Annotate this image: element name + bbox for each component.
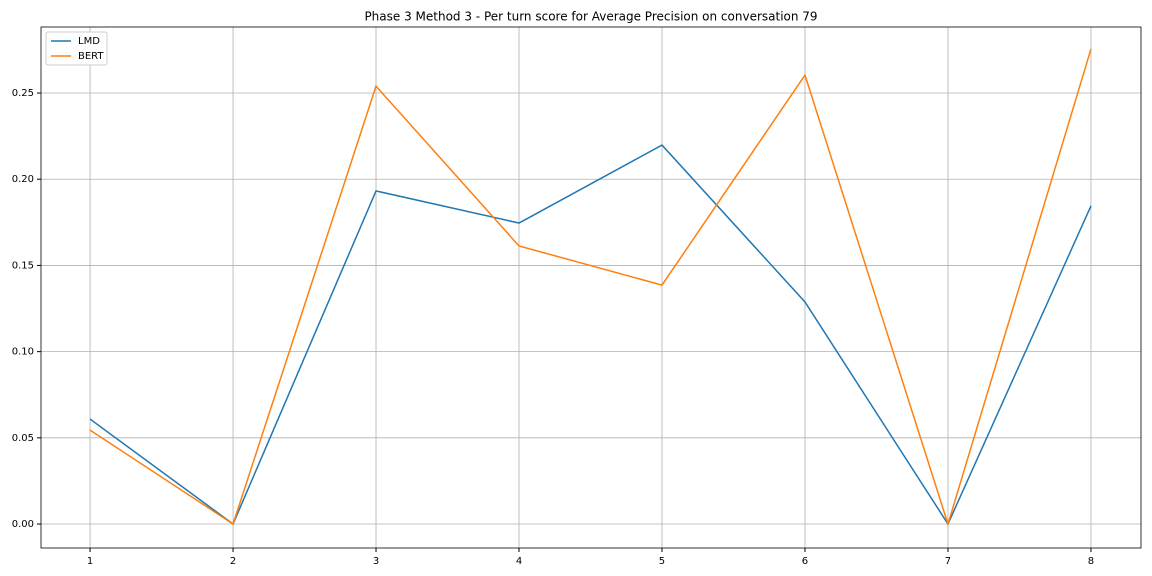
x-tick-label: 5 [659, 556, 665, 567]
y-tick-label: 0.25 [12, 88, 34, 99]
y-tick-label: 0.15 [12, 260, 34, 271]
legend-label: LMD [78, 36, 100, 47]
line-series [89, 48, 1092, 527]
line-series [89, 144, 1092, 526]
y-tick-label: 0.20 [12, 174, 34, 185]
x-tick-label: 6 [802, 556, 808, 567]
x-tick-label: 7 [945, 556, 951, 567]
legend-label: BERT [78, 51, 104, 62]
y-tick-label: 0.05 [12, 433, 34, 444]
plot-frame [40, 26, 1142, 549]
x-tick-label: 8 [1088, 556, 1094, 567]
x-tick-label: 4 [516, 556, 522, 567]
x-tick-label: 2 [230, 556, 236, 567]
y-tick-label: 0.00 [12, 519, 34, 530]
chart-title: Phase 3 Method 3 - Per turn score for Av… [364, 10, 817, 24]
y-tick-label: 0.10 [12, 347, 34, 358]
x-tick-label: 1 [87, 556, 93, 567]
x-tick-label: 3 [373, 556, 379, 567]
